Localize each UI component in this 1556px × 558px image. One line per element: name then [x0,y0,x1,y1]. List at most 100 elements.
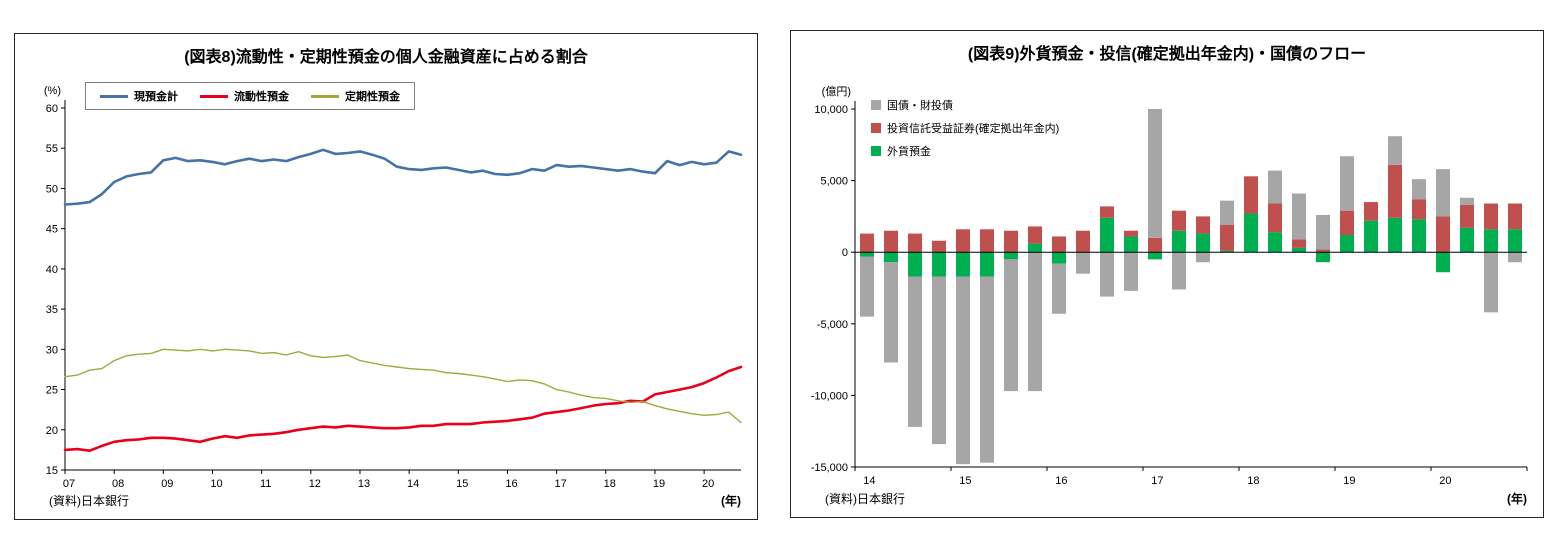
right-source-note: (資料)日本銀行 [825,492,905,506]
x-tick-label: 11 [260,478,271,490]
bar-segment [1052,252,1066,264]
y-tick-label: -10,000 [811,390,848,402]
bar-segment [1292,193,1306,240]
legend-label: 投資信託受益証券(確定拠出年金内) [887,123,1060,135]
x-tick-label: 17 [555,478,567,490]
bar-segment [1436,252,1450,273]
bar-segment [884,252,898,263]
bar-segment [956,252,970,277]
bar-segment [956,229,970,253]
y-axis-unit-label: (%) [44,85,61,97]
bar-segment [860,233,874,253]
x-tick-label: 18 [604,478,616,490]
bar-segment [1508,229,1522,253]
y-tick-label: 35 [46,304,58,316]
bar-segment [956,276,970,465]
x-tick-label: 15 [456,478,468,490]
deposit-ratio-line-chart: (%) 15 20 25 30 35 40 45 50 55 60 07 08 09 10 11 12 13 14 1… [44,85,743,490]
bar-segment [1172,230,1186,253]
x-tick-label: 14 [407,478,419,490]
bar-segment [1196,252,1210,263]
bar-segment [1460,227,1474,253]
bar-segment [1148,109,1162,238]
x-tick-label: 10 [210,478,222,490]
left-x-axis-unit: (年) [721,494,741,508]
bar-segment [908,233,922,253]
bar-segment [1268,232,1282,253]
right-chart-title: (図表9)外貨預金・投信(確定拠出年金内)・国債のフロー [967,46,1367,63]
y-tick-label: 0 [842,247,848,259]
x-tick-label: 19 [653,478,665,490]
bar-segment [1052,263,1066,314]
legend-item: 流動性預金 [200,88,289,104]
line-series-0 [63,148,743,206]
legend-item: 投資信託受益証券(確定拠出年金内) [871,120,1059,136]
y-tick-label: 5,000 [820,176,848,188]
bar-segment [980,252,994,277]
bar-segment [1100,206,1114,218]
bar-segment [1388,164,1402,218]
bar-segment [1052,236,1066,253]
y-tick-label: 30 [46,344,58,356]
deposit-ratio-chart-panel: (図表8)流動性・定期性預金の個人金融資産に占める割合 (%) 15 20 25 30 3… [14,33,758,520]
bar-segment [1460,197,1474,205]
bar-segment [1340,156,1354,211]
bar-segment [908,252,922,277]
bar-segment [1484,203,1498,230]
x-tick-label: 09 [161,478,173,490]
bar-segment [1268,203,1282,233]
y-tick-label: 55 [46,143,58,155]
y-tick-label: 50 [46,183,58,195]
bar-segment [1028,243,1042,253]
bar-segment [1364,202,1378,221]
bar-segment [1292,239,1306,248]
x-tick-label: 17 [1151,475,1163,487]
y-tick-label: 45 [46,224,58,236]
bar-segment [1388,136,1402,165]
legend-swatch [871,100,881,110]
bar-segment [1244,176,1258,214]
x-tick-label: 18 [1247,475,1259,487]
bar-segment [1340,210,1354,236]
bar-segment [980,276,994,463]
bar-segment [1508,252,1522,263]
bar-segment [932,252,946,277]
bar-segment [1076,252,1090,274]
legend-label: 外貨預金 [887,146,931,158]
bar-segment [860,252,874,257]
legend-label: 現預金計 [134,91,178,103]
bar-segment [1220,224,1234,251]
bar-segment [1124,252,1138,291]
bar-segment [860,256,874,317]
y-tick-label: 40 [46,264,58,276]
x-tick-label: 13 [358,478,370,490]
right-chart-legend: 国債・財投債 投資信託受益証券(確定拠出年金内) 外貨預金 [871,97,1059,159]
y-tick-label: 10,000 [814,104,848,116]
bar-segment [1220,200,1234,225]
x-tick-label: 16 [1055,475,1067,487]
legend-item: 外貨預金 [871,143,1059,159]
bar-segment [1076,230,1090,253]
bar-segment [1148,252,1162,260]
bar-segment [1292,247,1306,253]
x-tick-label: 08 [112,478,124,490]
bar-segment [1436,216,1450,253]
legend-swatch [311,94,339,98]
bar-segment [1436,169,1450,217]
bar-segment [1460,204,1474,228]
bar-segment [1148,237,1162,253]
left-chart-title: (図表8)流動性・定期性預金の個人金融資産に占める割合 [184,49,588,66]
line-series-1 [63,365,743,453]
bar-segment [1172,210,1186,231]
bar-segment [932,240,946,253]
bar-segment [1412,219,1426,253]
y-tick-label: 15 [46,465,58,477]
x-tick-label: 20 [702,478,714,490]
bar-segment [1124,236,1138,253]
bar-segment [1484,252,1498,313]
bar-segment [1388,217,1402,253]
legend-label: 定期性預金 [345,91,400,103]
left-chart-legend: 現預金計 流動性預金 定期性預金 [85,82,415,110]
y-tick-label: 60 [46,103,58,115]
